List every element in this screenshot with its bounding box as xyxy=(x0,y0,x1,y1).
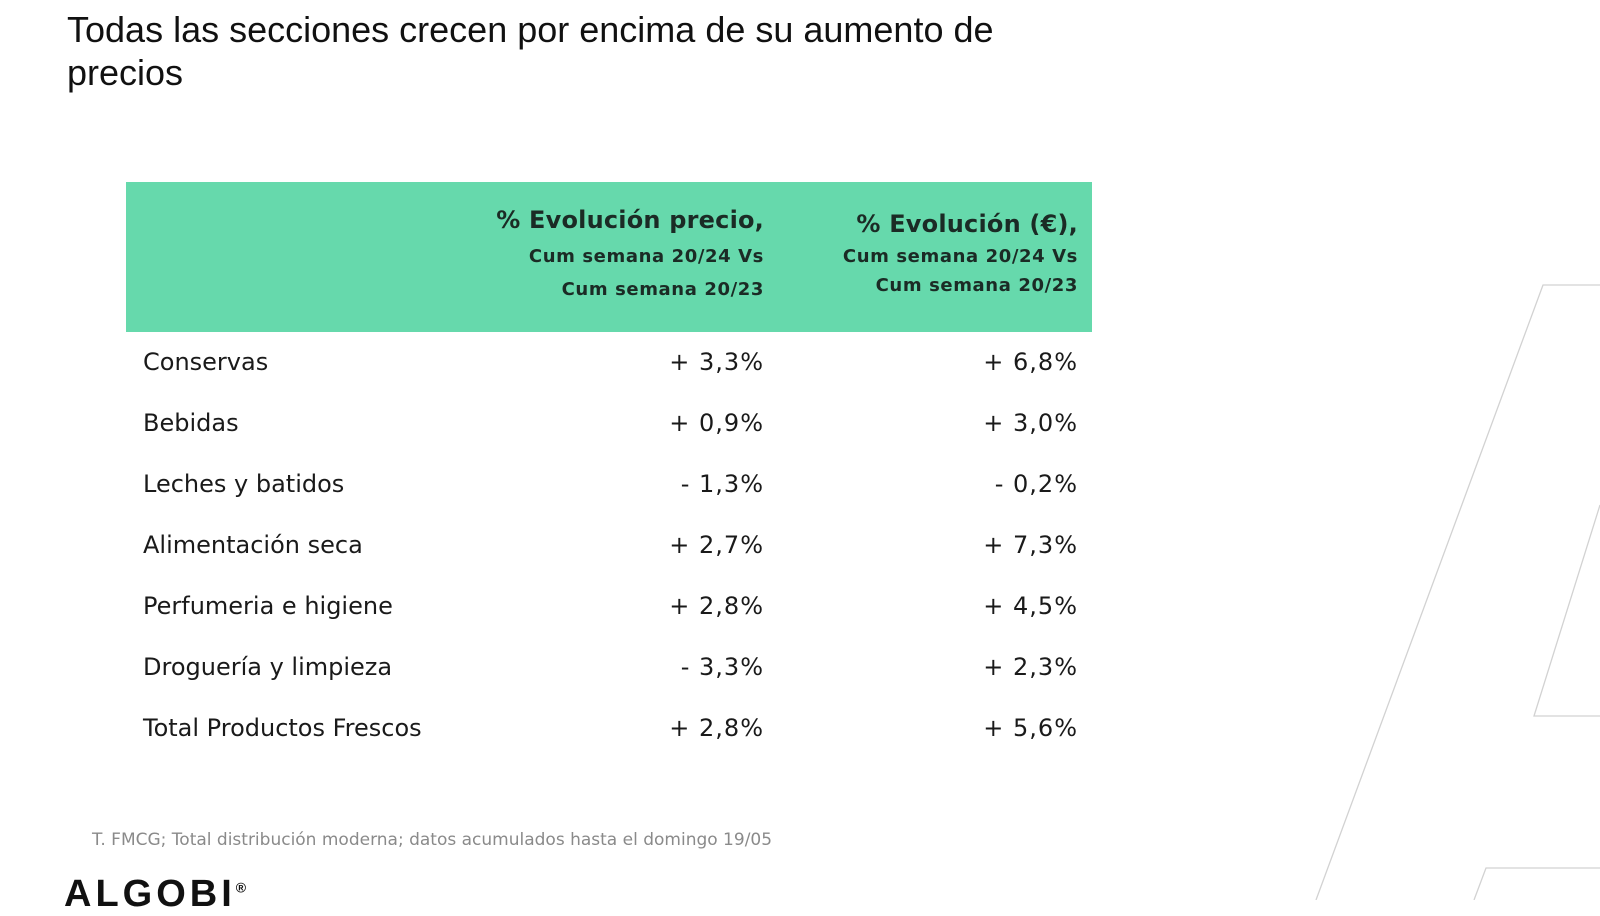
value-change: + 7,3% xyxy=(983,531,1078,559)
value-change: + 3,0% xyxy=(983,409,1078,437)
value-change: + 2,3% xyxy=(983,653,1078,681)
table-row: Droguería y limpieza - 3,3% + 2,3% xyxy=(126,637,1092,698)
table-row: Total Productos Frescos + 2,8% + 5,6% xyxy=(126,698,1092,759)
value-change: + 5,6% xyxy=(983,714,1078,742)
table-body: Conservas + 3,3% + 6,8% Bebidas + 0,9% +… xyxy=(126,332,1092,759)
row-label: Alimentación seca xyxy=(143,531,363,559)
row-label: Leches y batidos xyxy=(143,470,345,498)
registered-mark: ® xyxy=(235,879,247,896)
price-change: - 1,3% xyxy=(680,470,764,498)
column-title: % Evolución precio, xyxy=(496,206,764,234)
table-row: Alimentación seca + 2,7% + 7,3% xyxy=(126,515,1092,576)
source-footnote: T. FMCG; Total distribución moderna; dat… xyxy=(92,830,773,850)
price-change: + 2,8% xyxy=(669,592,764,620)
column-subtitle: Cum semana 20/23 xyxy=(561,279,764,300)
table-row: Bebidas + 0,9% + 3,0% xyxy=(126,393,1092,454)
table-row: Conservas + 3,3% + 6,8% xyxy=(126,332,1092,393)
table-header: % Evolución precio, Cum semana 20/24 Vs … xyxy=(126,182,1092,332)
column-subtitle: Cum semana 20/24 Vs xyxy=(842,246,1078,267)
column-subtitle: Cum semana 20/23 xyxy=(875,275,1078,296)
outline-stroke-bottom xyxy=(1473,867,1600,900)
outline-stroke-inner xyxy=(1533,504,1600,717)
row-label: Bebidas xyxy=(143,409,239,437)
column-header-value: % Evolución (€), Cum semana 20/24 Vs Cum… xyxy=(843,210,1078,296)
value-change: + 6,8% xyxy=(983,348,1078,376)
column-header-price: % Evolución precio, Cum semana 20/24 Vs … xyxy=(496,206,764,300)
price-change: + 2,7% xyxy=(669,531,764,559)
row-label: Conservas xyxy=(143,348,269,376)
value-change: + 4,5% xyxy=(983,592,1078,620)
brand-logo: ALGOBI® xyxy=(64,873,246,916)
value-change: - 0,2% xyxy=(994,470,1078,498)
row-label: Total Productos Frescos xyxy=(143,714,422,742)
column-title: % Evolución (€), xyxy=(856,210,1078,238)
outline-stroke-outer xyxy=(1315,284,1600,900)
table-row: Leches y batidos - 1,3% - 0,2% xyxy=(126,454,1092,515)
slide-title: Todas las secciones crecen por encima de… xyxy=(67,9,994,93)
price-change: + 0,9% xyxy=(669,409,764,437)
table-row: Perfumeria e higiene + 2,8% + 4,5% xyxy=(126,576,1092,637)
row-label: Droguería y limpieza xyxy=(143,653,393,681)
logo-text: ALGOBI xyxy=(64,873,236,915)
price-change: + 3,3% xyxy=(669,348,764,376)
price-change: + 2,8% xyxy=(669,714,764,742)
price-change: - 3,3% xyxy=(680,653,764,681)
row-label: Perfumeria e higiene xyxy=(143,592,393,620)
column-subtitle: Cum semana 20/24 Vs xyxy=(528,246,764,267)
data-table: % Evolución precio, Cum semana 20/24 Vs … xyxy=(126,182,1092,759)
